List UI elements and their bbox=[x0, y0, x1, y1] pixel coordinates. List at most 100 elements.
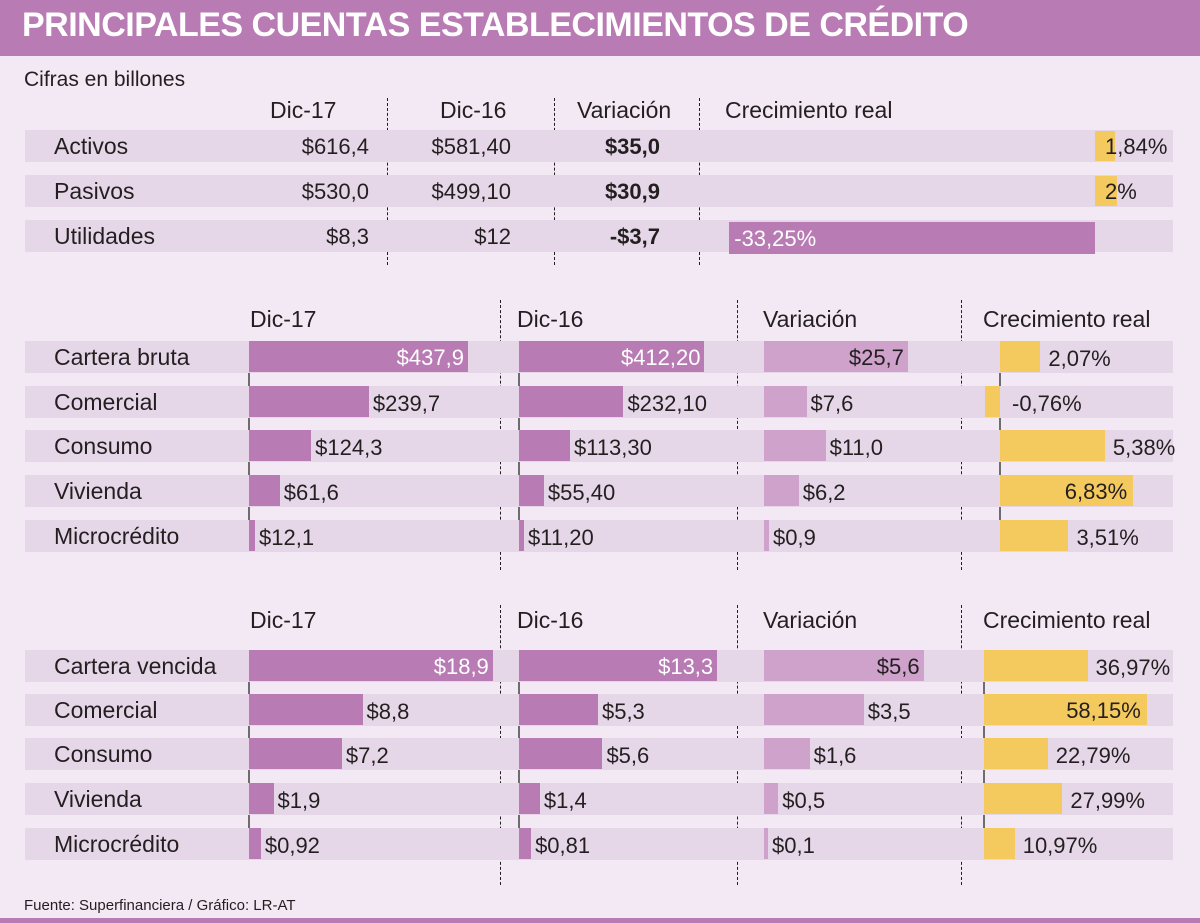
value-bar bbox=[249, 828, 261, 859]
growth-label: 5,38% bbox=[1112, 435, 1176, 460]
value-bar bbox=[249, 341, 468, 372]
bar-label: $11,20 bbox=[528, 525, 594, 550]
bar-label: $0,92 bbox=[264, 833, 320, 858]
table-col-header: Dic-16 bbox=[440, 97, 507, 123]
value-bar bbox=[764, 783, 779, 814]
bar-label: $5,6 bbox=[606, 743, 650, 768]
value-dic17: $616,4 bbox=[301, 134, 369, 159]
growth-bar bbox=[1000, 475, 1134, 506]
value-bar bbox=[249, 783, 274, 814]
growth-bar bbox=[984, 650, 1088, 681]
bar-label: $0,9 bbox=[773, 525, 816, 550]
growth-label: 36,97% bbox=[1095, 655, 1171, 680]
table-row bbox=[25, 175, 1173, 207]
value-bar bbox=[519, 738, 603, 769]
growth-bar bbox=[1000, 520, 1069, 551]
row-label: Activos bbox=[54, 133, 129, 159]
value-bar bbox=[249, 520, 256, 551]
bar-label: $11,0 bbox=[829, 435, 884, 460]
growth-bar bbox=[984, 738, 1048, 769]
bar-label: $6,2 bbox=[802, 480, 846, 505]
value-dic17: $8,3 bbox=[326, 224, 369, 249]
bar-label: $3,5 bbox=[867, 699, 911, 724]
bar-label: $0,1 bbox=[772, 833, 815, 858]
category-label: Comercial bbox=[54, 697, 158, 723]
title-bar bbox=[0, 0, 1200, 56]
value-bar bbox=[249, 386, 369, 417]
value-bar bbox=[519, 386, 624, 417]
bar-label: $1,4 bbox=[543, 788, 587, 813]
row-band bbox=[25, 430, 1173, 462]
column-header: Dic-17 bbox=[250, 306, 317, 332]
bar-label: $239,7 bbox=[372, 391, 441, 416]
value-dic16: $581,40 bbox=[431, 134, 511, 159]
bar-label: $18,9 bbox=[433, 654, 489, 679]
value-bar bbox=[519, 694, 598, 725]
row-label: Pasivos bbox=[54, 178, 135, 204]
growth-label: 27,99% bbox=[1070, 788, 1145, 813]
category-label: Comercial bbox=[54, 389, 158, 415]
value-bar bbox=[249, 430, 312, 461]
value-bar bbox=[519, 828, 532, 859]
value-variacion: $30,9 bbox=[604, 179, 660, 204]
growth-bar bbox=[984, 783, 1063, 814]
category-label: Microcrédito bbox=[54, 831, 180, 857]
footer-line bbox=[0, 918, 1200, 923]
growth-bar bbox=[984, 694, 1147, 725]
value-variacion: $35,0 bbox=[604, 134, 660, 159]
value-bar bbox=[519, 430, 570, 461]
value-bar bbox=[764, 828, 768, 859]
bar-label: $7,2 bbox=[345, 743, 389, 768]
row-band bbox=[25, 694, 1173, 726]
value-variacion: -$3,7 bbox=[609, 224, 660, 249]
growth-label: -0,76% bbox=[1012, 391, 1082, 416]
value-bar bbox=[519, 650, 718, 681]
growth-bar bbox=[1000, 341, 1041, 372]
value-bar bbox=[519, 520, 525, 551]
subtitle: Cifras en billones bbox=[24, 68, 186, 91]
value-bar bbox=[519, 475, 544, 506]
growth-label: 2,07% bbox=[1048, 346, 1111, 371]
growth-label: 3,51% bbox=[1076, 525, 1139, 550]
category-label: Cartera vencida bbox=[54, 653, 217, 679]
value-bar bbox=[249, 475, 280, 506]
bar-label: $1,9 bbox=[277, 788, 321, 813]
row-band bbox=[25, 520, 1173, 552]
bar-label: $1,6 bbox=[813, 743, 857, 768]
bar-label: $5,6 bbox=[876, 654, 920, 679]
category-label: Cartera bruta bbox=[54, 344, 190, 370]
row-label: Utilidades bbox=[54, 223, 155, 249]
growth-bar bbox=[1000, 430, 1105, 461]
category-label: Vivienda bbox=[54, 786, 142, 812]
growth-label: 6,83% bbox=[1064, 479, 1128, 504]
bar-label: $0,81 bbox=[535, 833, 591, 858]
row-band bbox=[25, 783, 1173, 815]
column-header: Dic-17 bbox=[250, 607, 317, 633]
bar-label: $12,1 bbox=[259, 525, 315, 550]
growth-label: 2% bbox=[1105, 179, 1137, 204]
value-bar bbox=[764, 694, 864, 725]
growth-label: 58,15% bbox=[1066, 698, 1141, 723]
growth-label: -33,25% bbox=[734, 226, 817, 251]
table-col-header: Dic-17 bbox=[270, 97, 337, 123]
value-bar bbox=[249, 694, 363, 725]
bar-label: $0,5 bbox=[782, 788, 826, 813]
category-label: Microcrédito bbox=[54, 523, 180, 549]
category-label: Consumo bbox=[54, 741, 153, 767]
bar-label: $113,30 bbox=[573, 435, 652, 460]
bar-label: $61,6 bbox=[283, 480, 339, 505]
table-col-header: Crecimiento real bbox=[725, 97, 893, 123]
column-header: Dic-16 bbox=[517, 607, 584, 633]
growth-bar bbox=[1095, 176, 1117, 206]
value-bar bbox=[764, 430, 826, 461]
growth-label: 1,84% bbox=[1105, 134, 1168, 159]
growth-bar bbox=[984, 828, 1015, 859]
bar-label: $5,3 bbox=[601, 699, 645, 724]
category-label: Consumo bbox=[54, 433, 153, 459]
growth-bar bbox=[1095, 131, 1116, 161]
value-bar bbox=[764, 650, 924, 681]
bar-label: $7,6 bbox=[810, 391, 854, 416]
value-bar bbox=[764, 520, 770, 551]
value-bar bbox=[249, 738, 342, 769]
